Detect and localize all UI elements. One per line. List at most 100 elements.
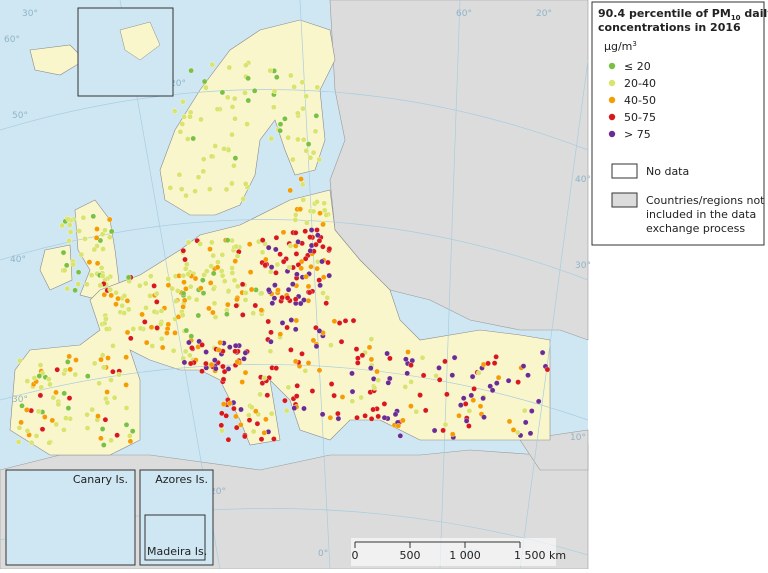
legend-title-sub: 10: [731, 14, 741, 22]
station-dot: [96, 380, 102, 387]
station-dot: [98, 265, 105, 271]
station-dot: [259, 249, 266, 256]
station-dot: [185, 239, 192, 246]
station-dot: [268, 264, 275, 270]
station-dot: [218, 268, 225, 274]
not-included-swatch: [611, 192, 638, 208]
station-dot: [129, 428, 136, 434]
station-dot: [232, 115, 238, 122]
graticule-label: 50°: [12, 111, 28, 121]
station-dot: [476, 370, 482, 376]
station-dot: [94, 226, 100, 232]
station-dot: [94, 260, 101, 267]
station-dot: [422, 407, 429, 414]
station-dot: [240, 312, 246, 318]
station-dot: [293, 251, 300, 257]
station-dot: [493, 354, 499, 360]
station-dot: [123, 422, 130, 428]
scale-label: 0: [352, 549, 359, 562]
station-dot: [187, 283, 194, 290]
station-dot: [301, 297, 307, 303]
station-dot: [392, 411, 399, 418]
station-dot: [371, 385, 378, 391]
station-dot: [219, 252, 226, 258]
station-dot: [527, 430, 534, 437]
station-dot: [449, 431, 456, 437]
station-dot: [307, 234, 313, 240]
station-dot: [271, 436, 277, 442]
station-dot: [16, 425, 23, 431]
station-dot: [181, 279, 187, 285]
station-dot: [442, 421, 449, 428]
station-dot: [148, 273, 154, 279]
inset-azores: Azores Is. Madeira Is.: [139, 469, 214, 566]
station-dot: [24, 378, 31, 384]
station-dot: [147, 293, 153, 299]
station-dot: [280, 258, 287, 265]
station-dot: [349, 388, 356, 395]
station-dot: [293, 393, 300, 399]
station-dot: [121, 293, 128, 299]
station-dot: [468, 392, 475, 399]
station-dot: [279, 294, 285, 301]
station-dot: [325, 259, 331, 266]
station-dot: [75, 281, 81, 287]
station-dot: [111, 394, 118, 401]
station-dot: [19, 403, 25, 409]
station-dot: [310, 149, 317, 156]
station-dot: [234, 253, 241, 259]
station-dot: [245, 75, 251, 82]
inset-canary: Canary Is.: [5, 469, 136, 566]
station-dot: [178, 186, 185, 192]
station-dot: [238, 422, 244, 428]
station-dot: [148, 324, 155, 330]
station-dot: [200, 168, 207, 175]
station-dot: [239, 281, 246, 288]
station-dot: [244, 121, 250, 127]
station-dot: [515, 379, 521, 385]
station-dot: [80, 214, 87, 221]
station-dot: [287, 243, 294, 249]
station-dot: [86, 259, 93, 265]
station-dot: [292, 230, 299, 236]
station-dot: [72, 287, 78, 294]
station-dot: [335, 415, 342, 422]
station-dot: [187, 352, 193, 359]
station-dot: [125, 274, 132, 281]
station-dot: [198, 285, 204, 291]
station-dot: [305, 283, 312, 290]
legend-label: > 75: [624, 128, 651, 141]
station-dot: [219, 410, 225, 417]
station-dot: [273, 365, 279, 371]
station-dot: [233, 302, 240, 309]
station-dot: [326, 272, 332, 279]
station-dot: [436, 365, 442, 371]
station-dot: [267, 67, 273, 74]
inset-label: Azores Is.: [155, 473, 208, 486]
station-dot: [295, 110, 301, 117]
station-dot: [142, 319, 148, 325]
station-dot: [316, 277, 322, 283]
station-dot: [286, 264, 292, 271]
station-dot: [261, 375, 268, 381]
station-dot: [199, 342, 205, 348]
station-dot: [254, 420, 261, 427]
station-dot: [283, 407, 290, 414]
station-dot: [165, 282, 172, 288]
station-dot: [187, 113, 193, 120]
station-dot: [331, 318, 338, 324]
station-dot: [82, 236, 88, 242]
station-dot: [419, 354, 426, 361]
station-dot: [308, 263, 314, 270]
station-dot: [477, 403, 484, 409]
station-dot: [292, 217, 299, 223]
station-dot: [42, 414, 48, 420]
station-dot: [305, 360, 312, 366]
station-dot: [470, 397, 477, 403]
station-dot: [200, 290, 207, 296]
station-dot: [35, 408, 42, 415]
station-dot: [458, 402, 464, 408]
station-dot: [370, 406, 376, 413]
station-dot: [124, 298, 131, 304]
station-dot: [169, 285, 175, 292]
